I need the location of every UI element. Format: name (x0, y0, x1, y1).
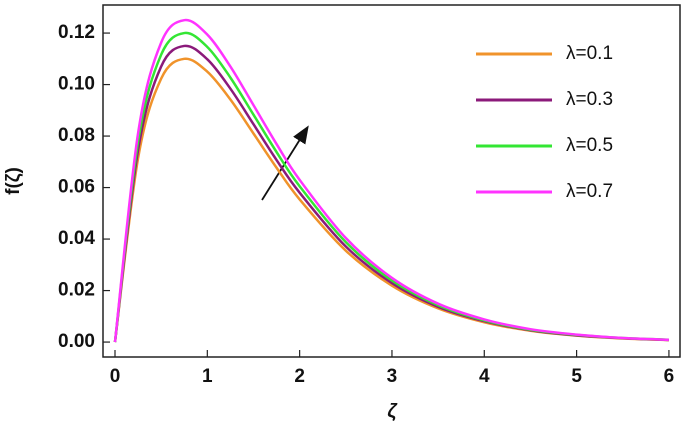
y-axis-label: f(ζ) (3, 167, 24, 195)
x-axis-label: ζ (387, 401, 398, 422)
y-tick-label: 0.00 (58, 331, 95, 352)
x-tick-label: 3 (387, 366, 398, 387)
x-tick-label: 6 (664, 366, 675, 387)
legend-label: λ=0.1 (566, 43, 613, 64)
x-tick-label: 1 (202, 366, 213, 387)
x-tick-label: 5 (571, 366, 582, 387)
y-tick-label: 0.08 (58, 125, 95, 146)
y-tick-label: 0.02 (58, 280, 95, 301)
x-tick-label: 2 (294, 366, 305, 387)
legend-label: λ=0.7 (566, 181, 613, 202)
legend-label: λ=0.3 (566, 89, 613, 110)
y-tick-label: 0.10 (58, 74, 95, 95)
y-tick-label: 0.04 (58, 228, 95, 249)
y-tick-label: 0.06 (58, 177, 95, 198)
x-tick-label: 4 (479, 366, 490, 387)
legend-label: λ=0.5 (566, 135, 613, 156)
y-tick-label: 0.12 (58, 22, 95, 43)
x-tick-label: 0 (110, 366, 121, 387)
series-line (113, 18, 669, 343)
trend-arrow (261, 125, 309, 201)
